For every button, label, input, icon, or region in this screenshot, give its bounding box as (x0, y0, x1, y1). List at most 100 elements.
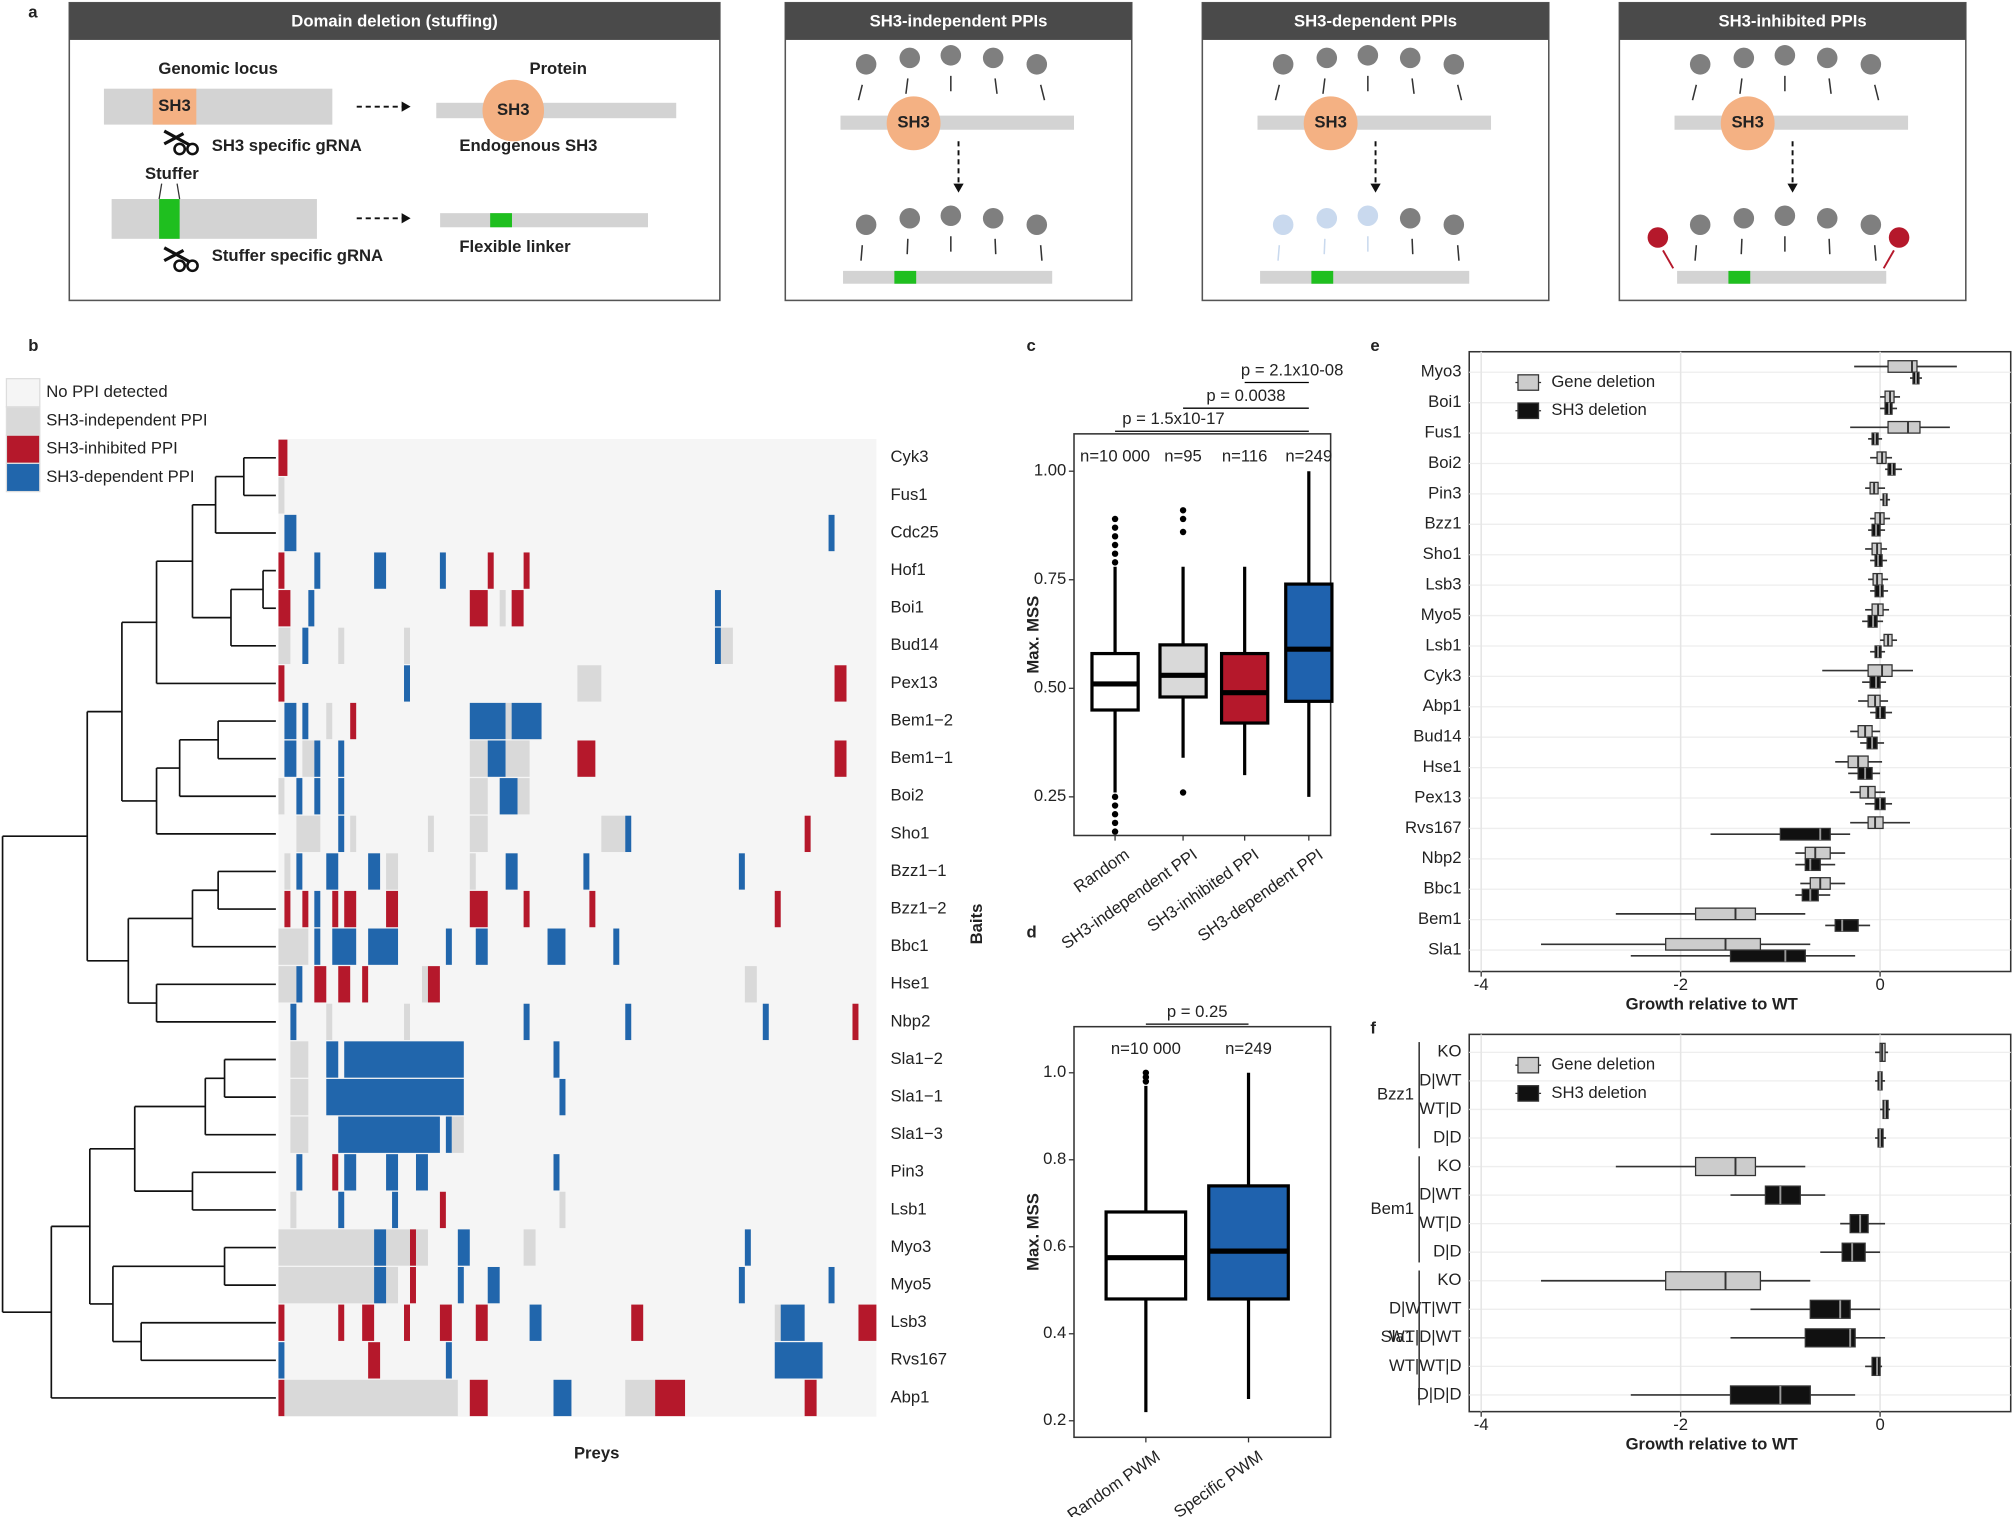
heatmap-cell (278, 1342, 285, 1379)
p-value: p = 0.0038 (1206, 386, 1285, 405)
outlier (1142, 1069, 1150, 1076)
legend-key (1517, 374, 1540, 391)
heatmap-cell (457, 1229, 470, 1266)
y-tick-label: Lsb1 (1425, 635, 1461, 654)
p-value: p = 2.1x10-08 (1241, 360, 1343, 379)
bait-label: Boi1 (891, 598, 924, 617)
protein-bar (436, 102, 677, 119)
bait-label: Bbc1 (891, 936, 929, 955)
x-tick-label: -4 (1474, 975, 1489, 994)
prey-stem (994, 238, 997, 255)
heatmap-cell (278, 1229, 428, 1266)
axis-title: Max. MSS (1024, 596, 1043, 674)
heatmap-cell (523, 552, 530, 589)
heatmap-cell (290, 1041, 309, 1078)
prey-stem (1662, 249, 1675, 269)
prey-stem (1039, 245, 1043, 261)
prey-new (1647, 227, 1669, 248)
heatmap-cell (296, 853, 303, 890)
heatmap-cell (720, 627, 733, 664)
bait-label: Lsb1 (891, 1199, 927, 1218)
heatmap-cell (655, 1379, 686, 1417)
heatmap-cell (368, 928, 399, 965)
panel-box (68, 1, 721, 302)
heatmap-cell (553, 1379, 572, 1417)
y-tick-label: Pin3 (1428, 483, 1461, 502)
prey (1272, 54, 1294, 75)
heatmap-cell (350, 702, 357, 740)
y-tick-label: Abp1 (1423, 696, 1462, 715)
y-tick-label: WT|WT|D (1389, 1356, 1462, 1375)
outlier (1111, 802, 1119, 809)
heatmap-cell (583, 853, 590, 890)
y-tick-label: Boi1 (1428, 392, 1461, 411)
prey-stem (994, 78, 998, 94)
box (1665, 1271, 1762, 1291)
x-tick-label: 0 (1875, 1415, 1884, 1434)
box (1219, 651, 1270, 725)
legend-label: SH3 deletion (1551, 400, 1646, 419)
box (1158, 643, 1208, 699)
bait-label: Hse1 (891, 974, 930, 993)
prey-stem (1828, 78, 1832, 94)
bait-label: Pin3 (891, 1162, 924, 1181)
heatmap-cell (344, 1041, 464, 1078)
axis-title: Growth relative to WT (1626, 1434, 1798, 1453)
heatmap-cell (314, 740, 321, 777)
prey (1689, 54, 1711, 75)
heatmap-cell (278, 1379, 285, 1417)
heatmap-cell (439, 552, 446, 589)
y-tick-label: Bem1 (1418, 909, 1462, 928)
heatmap-cell (362, 966, 369, 1003)
group-label: Bzz1 (1377, 1085, 1414, 1104)
heatmap-cell (487, 740, 506, 777)
heatmap-cell (499, 778, 518, 815)
prey-stem (1456, 84, 1463, 101)
legend-label: SH3-inhibited PPI (46, 439, 178, 458)
box (1867, 664, 1893, 678)
heatmap-cell (475, 928, 488, 965)
legend-label: Gene deletion (1551, 1055, 1655, 1074)
prey (1816, 208, 1838, 229)
heatmap-cell (338, 1191, 345, 1229)
heatmap-cell (631, 1304, 644, 1341)
outlier (1179, 789, 1187, 796)
heatmap-cell (332, 1154, 339, 1191)
y-tick-label: 0.8 (1043, 1149, 1066, 1168)
group-label: Sla1 (1381, 1327, 1414, 1346)
panel-title: SH3-independent PPIs (870, 11, 1048, 30)
heatmap-cell (386, 853, 399, 890)
heatmap-cell (314, 778, 321, 815)
linker (1728, 270, 1751, 284)
heatmap-cell (445, 928, 452, 965)
sh3-domain (1303, 96, 1358, 151)
p-value: p = 0.25 (1167, 1002, 1228, 1021)
y-tick-label: 0.50 (1034, 678, 1066, 697)
heatmap-cell (404, 1304, 410, 1341)
heatmap-cell (439, 1304, 452, 1341)
prey (1316, 208, 1338, 229)
heatmap-cell (774, 1342, 823, 1379)
scissors-icon (173, 259, 187, 273)
box (1665, 937, 1762, 951)
x-tick-label: Random (1070, 845, 1133, 897)
bait-label: Bud14 (891, 635, 939, 654)
heatmap-cell (828, 1266, 835, 1304)
heatmap-cell (278, 966, 297, 1003)
n-label: n=249 (1285, 446, 1332, 465)
heatmap-cell (326, 1003, 333, 1041)
heatmap-cell (804, 1379, 817, 1417)
bait-label: Lsb3 (891, 1312, 927, 1331)
outlier (1111, 533, 1119, 540)
bait-label: Nbp2 (891, 1011, 931, 1030)
heatmap-cell (404, 627, 410, 664)
prey (940, 205, 962, 226)
protein-bar (440, 213, 648, 228)
prey-stem (1882, 249, 1895, 269)
heatmap-cell (625, 1379, 656, 1417)
prey-stem (1039, 84, 1046, 101)
linker (490, 213, 512, 228)
heatmap-cell (553, 1041, 560, 1078)
heatmap-cell (577, 665, 602, 702)
heatmap-cell (296, 966, 303, 1003)
